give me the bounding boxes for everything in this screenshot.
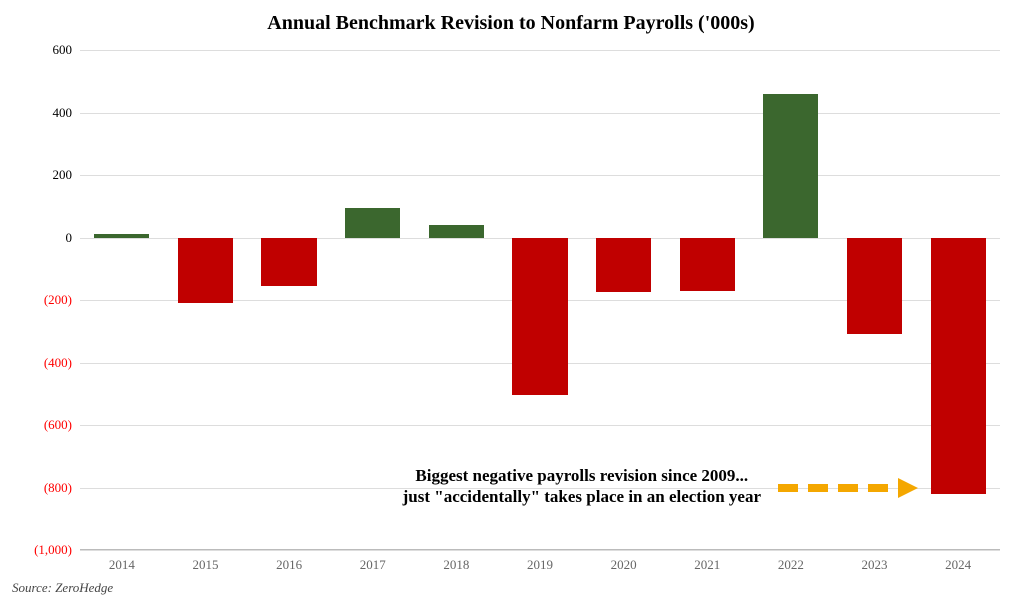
xtick-label: 2016 (276, 549, 302, 573)
plot-area: 6004002000(200)(400)(600)(800)(1,000)201… (80, 50, 1000, 550)
gridline (80, 175, 1000, 176)
xtick-label: 2017 (360, 549, 386, 573)
xtick-label: 2022 (778, 549, 804, 573)
xtick-label: 2024 (945, 549, 971, 573)
ytick-label: (200) (44, 292, 80, 308)
gridline (80, 425, 1000, 426)
xtick-label: 2020 (611, 549, 637, 573)
source-text: Source: ZeroHedge (12, 580, 113, 596)
bar (596, 238, 651, 293)
ytick-label: 200 (53, 167, 81, 183)
bar (345, 208, 400, 238)
gridline (80, 113, 1000, 114)
chart-title: Annual Benchmark Revision to Nonfarm Pay… (0, 12, 1022, 35)
bar (847, 238, 902, 335)
xtick-label: 2021 (694, 549, 720, 573)
xtick-label: 2018 (443, 549, 469, 573)
xtick-label: 2019 (527, 549, 553, 573)
bar (429, 225, 484, 238)
bar (178, 238, 233, 304)
gridline (80, 50, 1000, 51)
ytick-label: 0 (66, 230, 81, 246)
arrow-head-icon (898, 478, 918, 498)
xtick-label: 2014 (109, 549, 135, 573)
xtick-label: 2023 (862, 549, 888, 573)
ytick-label: (600) (44, 417, 80, 433)
bar (94, 234, 149, 237)
ytick-label: (400) (44, 355, 80, 371)
ytick-label: (1,000) (34, 542, 80, 558)
bar (512, 238, 567, 396)
annotation-arrow (778, 478, 918, 498)
bar (261, 238, 316, 286)
bar (763, 94, 818, 238)
ytick-label: 600 (53, 42, 81, 58)
xtick-label: 2015 (192, 549, 218, 573)
ytick-label: 400 (53, 105, 81, 121)
bar (680, 238, 735, 291)
chart-container: Annual Benchmark Revision to Nonfarm Pay… (0, 0, 1022, 602)
annotation-text: Biggest negative payrolls revision since… (403, 465, 761, 508)
ytick-label: (800) (44, 480, 80, 496)
bar (931, 238, 986, 494)
